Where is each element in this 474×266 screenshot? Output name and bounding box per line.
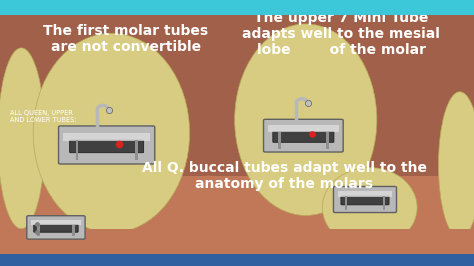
FancyBboxPatch shape — [341, 196, 389, 205]
Ellipse shape — [190, 176, 228, 250]
FancyBboxPatch shape — [59, 126, 155, 164]
Ellipse shape — [438, 92, 474, 238]
FancyBboxPatch shape — [70, 140, 144, 153]
Text: The first molar tubes
are not convertible: The first molar tubes are not convertibl… — [43, 24, 208, 54]
Ellipse shape — [0, 48, 45, 229]
FancyBboxPatch shape — [264, 119, 343, 152]
Bar — [0, 176, 474, 255]
Bar — [135, 140, 137, 160]
Bar — [268, 125, 339, 132]
Bar — [0, 229, 474, 255]
FancyBboxPatch shape — [333, 186, 396, 213]
Bar — [76, 140, 79, 160]
Text: All Q. buccal tubes adapt well to the
anatomy of the molars: All Q. buccal tubes adapt well to the an… — [142, 161, 427, 191]
Bar — [31, 220, 81, 225]
Bar — [0, 254, 474, 266]
Bar — [337, 191, 392, 197]
Bar — [37, 225, 40, 236]
Bar — [383, 196, 385, 210]
Bar — [278, 132, 281, 148]
FancyBboxPatch shape — [273, 131, 334, 142]
Bar — [345, 196, 347, 210]
Ellipse shape — [33, 33, 190, 233]
Bar — [63, 133, 151, 141]
Text: The upper 7 Mini Tube
adapts well to the mesial
lobe        of the molar: The upper 7 Mini Tube adapts well to the… — [242, 11, 440, 57]
Ellipse shape — [235, 24, 377, 215]
Bar — [72, 225, 75, 236]
FancyBboxPatch shape — [34, 224, 78, 232]
FancyBboxPatch shape — [27, 216, 85, 239]
Bar — [326, 132, 329, 148]
Ellipse shape — [322, 168, 417, 247]
Text: ALL QUEEN, UPPER
AND LOWER TUBES:: ALL QUEEN, UPPER AND LOWER TUBES: — [10, 110, 77, 123]
Bar — [0, 0, 474, 15]
